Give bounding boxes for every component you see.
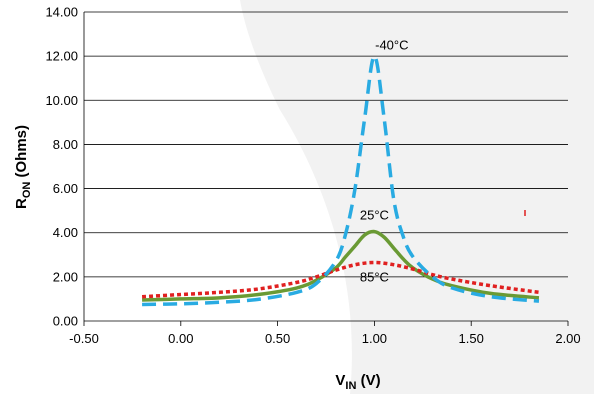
- background-watermark: [240, 0, 594, 394]
- x-tick-label: 1.00: [362, 331, 387, 346]
- x-tick-label: 0.50: [265, 331, 290, 346]
- series-line-85°C: [141, 260, 540, 299]
- series-line--40°C: [142, 54, 540, 307]
- grid-lines: [83, 11, 569, 326]
- y-tick-label: 8.00: [53, 137, 78, 152]
- y-tick-label: 10.00: [45, 93, 78, 108]
- y-axis-title: RON (Ohms): [13, 125, 33, 209]
- x-tick-label: -0.50: [69, 331, 99, 346]
- y-tick-label: 12.00: [45, 49, 78, 64]
- series-annotation: 25°C: [360, 207, 389, 222]
- x-tick-label: 2.00: [555, 331, 580, 346]
- x-tick-label: 1.50: [459, 331, 484, 346]
- x-tick-labels: -0.50 0.00 0.50 1.00 1.50 2.00: [69, 331, 580, 346]
- plot-series: [141, 54, 540, 307]
- y-tick-labels: 0.00 2.00 4.00 6.00 8.00 10.00 12.00 14.00: [45, 5, 78, 329]
- y-tick-label: 14.00: [45, 5, 78, 20]
- y-tick-label: 0.00: [53, 314, 78, 329]
- y-tick-label: 2.00: [53, 269, 78, 284]
- series-annotation: 85°C: [360, 269, 389, 284]
- y-tick-label: 4.00: [53, 225, 78, 240]
- series-annotation: -40°C: [375, 38, 408, 53]
- series-annotations: -40°C 25°C 85°C: [360, 38, 409, 285]
- x-tick-label: 0.00: [168, 331, 193, 346]
- y-tick-label: 6.00: [53, 181, 78, 196]
- x-axis-title: VIN (V): [335, 372, 380, 392]
